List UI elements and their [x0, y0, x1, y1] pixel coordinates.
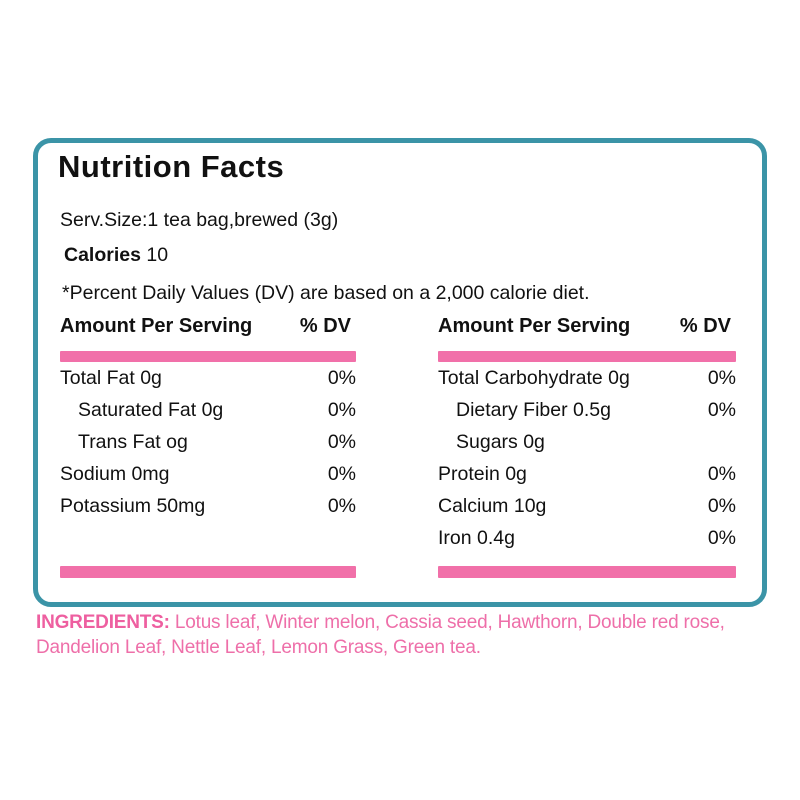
column-header: Amount Per Serving % DV: [60, 315, 356, 351]
nutrition-facts-panel: Nutrition Facts Serv.Size:1 tea bag,brew…: [33, 138, 767, 607]
nutrient-dv-value: 0%: [327, 494, 356, 517]
nutrient-column-right: Amount Per Serving % DV Total Carbohydra…: [438, 315, 736, 578]
ingredients-list: Lotus leaf, Winter melon, Cassia seed, H…: [36, 612, 725, 658]
nutrient-name: Sodium 0mg: [60, 462, 170, 485]
nutrient-row: Sugars 0g: [438, 426, 736, 458]
divider-bar-top: [60, 351, 356, 362]
nutrient-dv-value: 0%: [707, 398, 736, 421]
page-title: Nutrition Facts: [58, 149, 285, 184]
nutrient-name: Sugars 0g: [456, 430, 545, 453]
percent-dv-header: % DV: [679, 315, 731, 337]
nutrient-dv-value: 0%: [327, 398, 356, 421]
nutrient-row: Potassium 50mg 0%: [60, 490, 356, 522]
nutrient-rows: Total Carbohydrate 0g 0% Dietary Fiber 0.5…: [438, 362, 736, 554]
amount-per-serving-header: Amount Per Serving: [60, 315, 253, 337]
nutrient-row: Iron 0.4g 0%: [438, 522, 736, 554]
nutrient-name: Calcium 10g: [438, 494, 547, 517]
percent-dv-header: % DV: [299, 315, 351, 337]
nutrient-column-left: Amount Per Serving % DV Total Fat 0g 0% Sa…: [60, 315, 356, 578]
nutrient-name: Iron 0.4g: [438, 526, 515, 549]
nutrient-row: Total Fat 0g 0%: [60, 362, 356, 394]
nutrient-name: Total Fat 0g: [60, 366, 162, 389]
divider-bar-bottom: [60, 566, 356, 578]
nutrient-name: Protein 0g: [438, 462, 527, 485]
nutrient-name: Saturated Fat 0g: [78, 398, 224, 421]
nutrient-name: Dietary Fiber 0.5g: [456, 398, 611, 421]
nutrient-row: Sodium 0mg 0%: [60, 458, 356, 490]
nutrient-row: Total Carbohydrate 0g 0%: [438, 362, 736, 394]
nutrient-row: Dietary Fiber 0.5g 0%: [438, 394, 736, 426]
daily-value-note: *Percent Daily Values (DV) are based on …: [62, 282, 590, 304]
nutrient-name: Trans Fat og: [78, 430, 188, 453]
nutrient-row: Saturated Fat 0g 0%: [60, 394, 356, 426]
nutrient-dv-value: 0%: [707, 494, 736, 517]
nutrient-dv-value: 0%: [707, 462, 736, 485]
calories-value: 10: [146, 244, 169, 266]
amount-per-serving-header: Amount Per Serving: [438, 315, 631, 337]
divider-bar-bottom: [438, 566, 736, 578]
nutrient-name: Total Carbohydrate 0g: [438, 366, 630, 389]
nutrient-dv-value: 0%: [707, 366, 736, 389]
nutrient-row: Protein 0g 0%: [438, 458, 736, 490]
column-header: Amount Per Serving % DV: [438, 315, 736, 351]
nutrient-dv-value: 0%: [327, 430, 356, 453]
ingredients-label: INGREDIENTS:: [36, 612, 170, 633]
serving-size-text: Serv.Size:1 tea bag,brewed (3g): [60, 209, 339, 231]
nutrient-dv-value: 0%: [327, 462, 356, 485]
nutrient-dv-value: 0%: [707, 526, 736, 549]
divider-bar-top: [438, 351, 736, 362]
nutrient-columns: Amount Per Serving % DV Total Fat 0g 0% Sa…: [60, 315, 736, 578]
calories-label: Calories: [64, 244, 141, 266]
calories-row: Calories 10: [64, 244, 168, 267]
nutrient-row: Trans Fat og 0%: [60, 426, 356, 458]
nutrient-name: Potassium 50mg: [60, 494, 206, 517]
nutrient-dv-value: 0%: [327, 366, 356, 389]
nutrient-rows: Total Fat 0g 0% Saturated Fat 0g 0% Trans Fa…: [60, 362, 356, 522]
ingredients-paragraph: INGREDIENTS: Lotus leaf, Winter melon, C…: [36, 610, 750, 660]
nutrient-row: Calcium 10g 0%: [438, 490, 736, 522]
